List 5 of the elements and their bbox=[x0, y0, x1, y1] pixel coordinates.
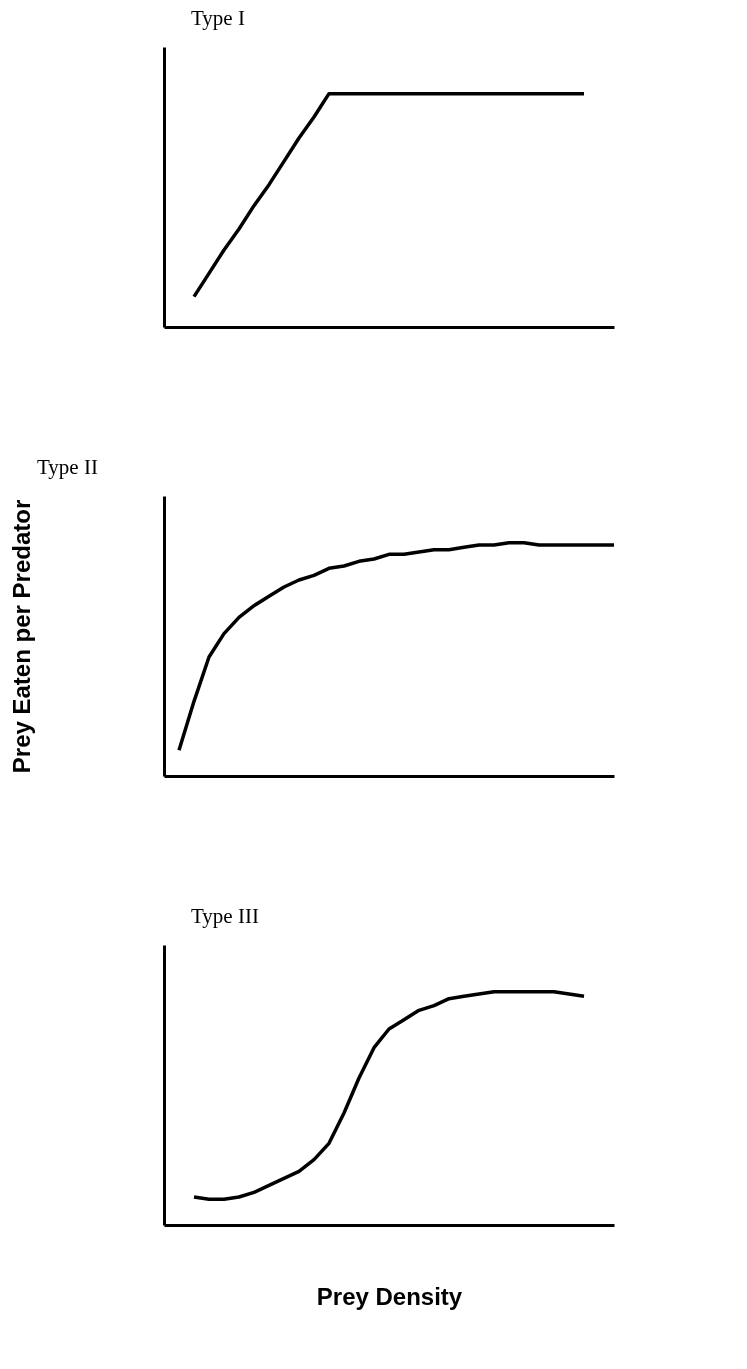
x-axis-title: Prey Density bbox=[316, 1282, 463, 1310]
chart-title: Type III bbox=[191, 904, 259, 928]
chart-title: Type II bbox=[37, 455, 98, 479]
chart-title: Type I bbox=[191, 6, 245, 30]
y-axis-title: Prey Eaten per Predator bbox=[7, 499, 35, 774]
